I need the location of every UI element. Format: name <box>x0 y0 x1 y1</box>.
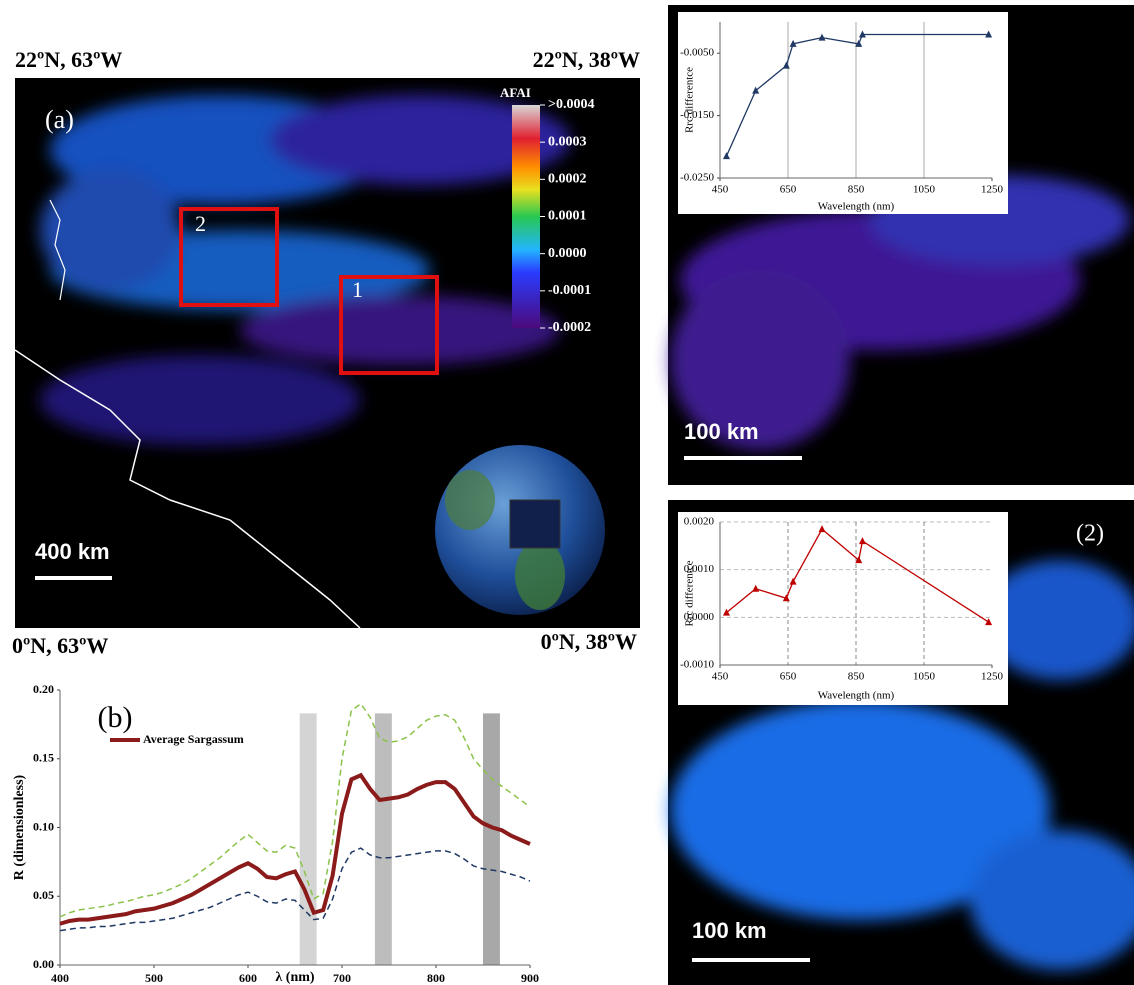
corner-label: 0ºN, 63ºW <box>12 633 108 658</box>
x-tick-label: 700 <box>333 971 351 985</box>
x-tick-label: 1050 <box>913 671 936 683</box>
colorbar-label: -0.0001 <box>548 283 591 298</box>
x-tick-label: 900 <box>521 971 539 985</box>
y-tick-label: 0.20 <box>33 682 54 696</box>
x-tick-label: 1250 <box>981 184 1004 196</box>
y-tick-label: 0.05 <box>33 888 54 902</box>
x-axis-label: λ (nm) <box>275 970 314 985</box>
y-axis-label: Rrc differentce <box>684 560 696 626</box>
figure: 22ºN, 63ºW 22ºN, 38ºW 0ºN, 63ºW 0ºN, 38º… <box>0 0 1134 985</box>
x-axis-label: Wavelength (nm) <box>818 201 895 213</box>
highlight-band <box>300 713 317 965</box>
scale-label: 100 km <box>692 918 767 943</box>
colorbar-label: 0.0001 <box>548 209 587 224</box>
x-axis-label: Wavelength (nm) <box>818 690 895 702</box>
y-tick-label: 0.15 <box>33 751 54 765</box>
y-tick-label: -0.0010 <box>680 659 714 671</box>
colorbar-title: AFAI <box>500 85 531 100</box>
x-tick-label: 850 <box>848 184 865 196</box>
series-line <box>60 704 530 917</box>
colorbar-label: 0.0003 <box>548 134 587 149</box>
colorbar-label: 0.0002 <box>548 172 587 187</box>
colorbar-label: 0.0000 <box>548 246 587 261</box>
x-tick-label: 850 <box>848 671 865 683</box>
colorbar-label: -0.0002 <box>548 320 591 335</box>
corner-label: 22ºN, 63ºW <box>15 47 122 72</box>
y-axis-label: R (dimensionless) <box>12 774 27 880</box>
y-tick-label: -0.0250 <box>680 172 714 184</box>
x-tick-label: 450 <box>712 184 729 196</box>
x-tick-label: 650 <box>780 671 797 683</box>
x-tick-label: 650 <box>780 184 797 196</box>
series-line <box>60 775 530 924</box>
box-label: 2 <box>195 211 206 236</box>
highlight-band <box>483 713 500 965</box>
corner-label: 0ºN, 38ºW <box>541 629 637 654</box>
y-tick-label: -0.0050 <box>680 47 714 59</box>
y-axis-label: Rrc differentce <box>684 67 696 133</box>
box-label: 1 <box>352 277 363 302</box>
corner-label: 22ºN, 38ºW <box>533 47 640 72</box>
x-tick-label: 400 <box>51 971 69 985</box>
y-tick-label: 0.10 <box>33 819 54 833</box>
y-tick-label: 0.00 <box>33 957 54 971</box>
x-tick-label: 600 <box>239 971 257 985</box>
legend-label: Average Sargassum <box>143 732 244 746</box>
panel-label: (1) <box>1071 33 1099 59</box>
x-tick-label: 500 <box>145 971 163 985</box>
panel-label: (a) <box>45 105 74 134</box>
colorbar-label: >0.0004 <box>548 97 594 112</box>
scale-label: 400 km <box>35 539 110 564</box>
highlight-band <box>375 713 392 965</box>
panel-label: (b) <box>98 701 133 734</box>
series-line <box>60 848 530 931</box>
x-tick-label: 800 <box>427 971 445 985</box>
y-tick-label: 0.0020 <box>684 516 715 528</box>
x-tick-label: 450 <box>712 671 729 683</box>
x-tick-label: 1250 <box>981 671 1004 683</box>
x-tick-label: 1050 <box>913 184 936 196</box>
panel-label: (2) <box>1076 521 1104 547</box>
scale-label: 100 km <box>684 419 759 444</box>
